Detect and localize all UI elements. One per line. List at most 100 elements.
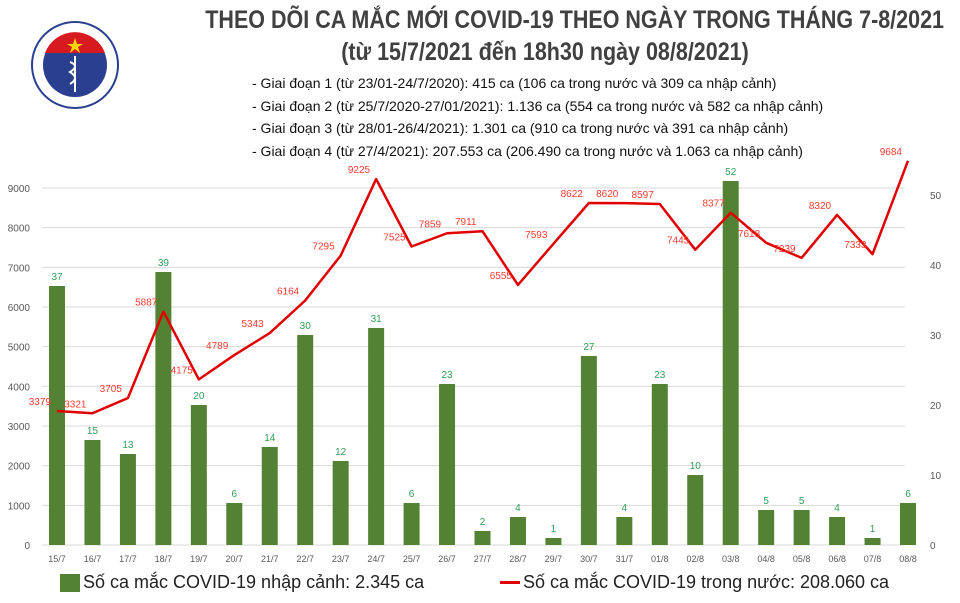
y-right-tick-label: 30	[930, 331, 942, 342]
y-left-tick-label: 9000	[8, 184, 31, 195]
bar-data-label: 4	[622, 503, 628, 514]
x-tick-label: 08/8	[899, 554, 917, 564]
x-tick-label: 25/7	[403, 554, 421, 564]
bar	[49, 286, 65, 545]
bar	[616, 517, 633, 545]
legend-item-line: Số ca mắc COVID-19 trong nước: 208.060 c…	[500, 572, 889, 593]
bar-data-label: 5	[799, 496, 805, 507]
line-data-label: 8320	[809, 201, 832, 212]
line-data-label: 7333	[844, 240, 867, 251]
y-left-tick-label: 8000	[8, 224, 31, 235]
chart-title: THEO DÕI CA MẮC MỚI COVID-19 THEO NGÀY T…	[205, 6, 944, 34]
x-tick-label: 27/7	[474, 554, 492, 564]
bar-data-label: 13	[122, 440, 134, 451]
y-left-tick-label: 7000	[8, 263, 31, 274]
y-right-tick-label: 0	[930, 541, 936, 552]
line-data-label: 8597	[632, 190, 655, 201]
y-right-tick-label: 10	[930, 471, 942, 482]
x-tick-label: 17/7	[119, 554, 137, 564]
bar-data-label: 1	[870, 524, 876, 535]
x-tick-label: 02/8	[686, 554, 704, 564]
x-tick-label: 16/7	[84, 554, 102, 564]
phase-note: - Giai đoạn 3 (từ 28/01-26/4/2021): 1.30…	[252, 120, 789, 136]
y-left-tick-label: 6000	[8, 303, 31, 314]
x-tick-label: 03/8	[722, 554, 740, 564]
legend-bar-label: Số ca mắc COVID-19 nhập cảnh: 2.345 ca	[83, 572, 425, 592]
line-data-label: 6555	[490, 271, 513, 282]
y-right-tick-label: 40	[930, 261, 942, 272]
x-tick-label: 07/8	[864, 554, 882, 564]
line-series	[56, 160, 910, 415]
x-tick-label: 01/8	[651, 554, 669, 564]
bar-data-label: 12	[335, 447, 347, 458]
y-left-tick-label: 3000	[8, 422, 31, 433]
bar-data-label: 15	[87, 426, 99, 437]
line-data-label: 7445	[667, 236, 690, 247]
line-data-label: 7525	[383, 233, 406, 244]
x-tick-label: 05/8	[793, 554, 811, 564]
bar-data-label: 30	[300, 321, 312, 332]
bar	[687, 475, 704, 545]
line-data-label: 8377	[702, 199, 725, 210]
bar-data-label: 27	[583, 342, 595, 353]
bar	[793, 510, 810, 545]
bar	[439, 384, 456, 545]
bar	[155, 272, 172, 545]
bar-data-label: 4	[515, 503, 521, 514]
bar-data-label: 6	[905, 489, 911, 500]
bar-data-label: 39	[158, 258, 170, 269]
bar	[190, 405, 207, 545]
x-tick-label: 28/7	[509, 554, 527, 564]
line-data-label: 7859	[419, 219, 442, 230]
x-tick-label: 26/7	[438, 554, 456, 564]
y-left-tick-label: 0	[24, 541, 30, 552]
bar	[332, 461, 349, 545]
legend-bar-swatch	[60, 573, 80, 592]
bar-data-label: 20	[193, 391, 205, 402]
line-data-label: 9225	[348, 165, 371, 176]
bar-data-label: 2	[480, 517, 486, 528]
line-data-label: 7239	[773, 244, 796, 255]
bar	[900, 503, 916, 545]
line-data-label: 5887	[135, 297, 158, 308]
line-data-label: 6164	[277, 286, 300, 297]
bar-data-label: 52	[725, 167, 737, 178]
y-left-tick-label: 1000	[8, 501, 31, 512]
bar	[758, 510, 775, 545]
bar-data-label: 23	[654, 370, 666, 381]
bar-data-label: 10	[690, 461, 702, 472]
x-tick-label: 31/7	[616, 554, 634, 564]
x-tick-label: 20/7	[226, 554, 244, 564]
y-right-tick-label: 50	[930, 191, 942, 202]
line-data-label: 3705	[100, 384, 123, 395]
bar-data-label: 14	[264, 433, 276, 444]
bar	[829, 517, 846, 545]
bar	[509, 517, 526, 545]
x-tick-label: 30/7	[580, 554, 598, 564]
line-data-label: 7295	[312, 242, 335, 253]
bar	[403, 503, 420, 545]
bar	[368, 328, 385, 545]
line-data-label: 3321	[64, 399, 87, 410]
y-left-tick-label: 5000	[8, 343, 31, 354]
x-tick-label: 23/7	[332, 554, 350, 564]
bar	[119, 454, 136, 545]
x-tick-label: 18/7	[155, 554, 173, 564]
phase-note: - Giai đoạn 2 (từ 25/7/2020-27/01/2021):…	[252, 97, 824, 114]
bar	[226, 503, 243, 545]
line-data-label: 4175	[171, 365, 194, 376]
bar-data-label: 4	[834, 503, 840, 514]
y-left-tick-label: 2000	[8, 462, 31, 473]
phase-note: - Giai đoạn 1 (từ 23/01-24/7/2020): 415 …	[252, 75, 777, 91]
legend-line-swatch	[500, 581, 520, 584]
x-tick-label: 19/7	[190, 554, 208, 564]
bar-data-label: 37	[51, 272, 63, 283]
bar-data-label: 23	[441, 370, 453, 381]
bar	[864, 538, 881, 545]
phase-notes: - Giai đoạn 1 (từ 23/01-24/7/2020): 415 …	[252, 72, 823, 162]
line-data-label: 9684	[880, 147, 903, 158]
ministry-of-health-logo	[31, 21, 119, 109]
x-tick-label: 04/8	[757, 554, 775, 564]
bar-data-label: 6	[409, 489, 415, 500]
